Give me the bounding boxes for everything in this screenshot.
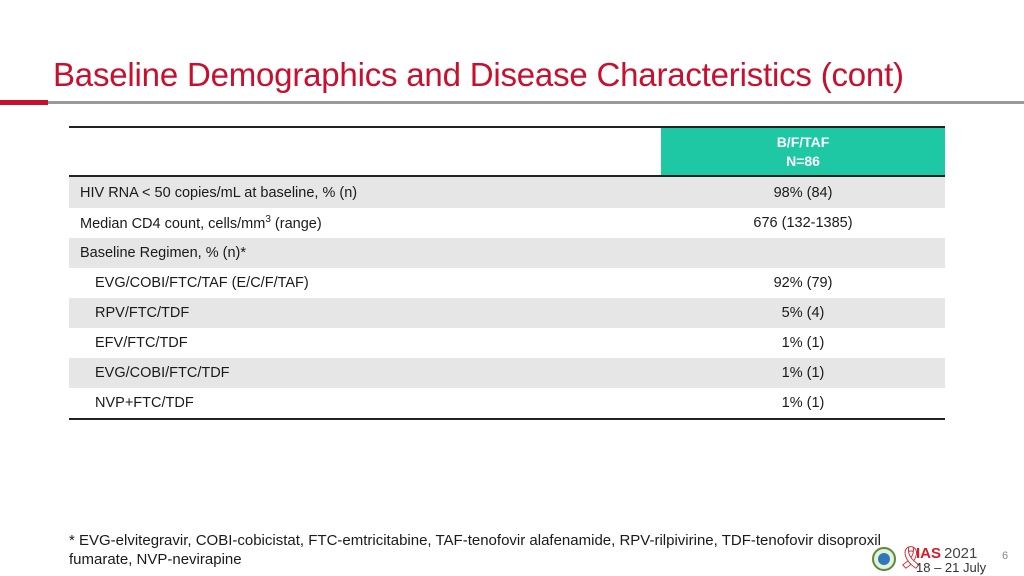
row-value: 676 (132-1385) [753,215,853,231]
header-n-label: N=86 [786,153,820,169]
globe-icon [872,547,896,571]
row-value: 98% (84) [773,184,833,201]
row-label: NVP+FTC/TDF [95,395,194,411]
row-label: Baseline Regimen, % (n)* [80,245,247,261]
row-label: EVG/COBI/FTC/TDF [95,365,230,381]
table-row: HIV RNA < 50 copies/mL at baseline, % (n… [69,177,945,208]
row-value: 1% (1) [781,335,825,351]
table-row: NVP+FTC/TDF 1% (1) [69,388,945,418]
table-row: Median CD4 count, cells/mm3 (range) 676 … [69,208,945,238]
logo-ias-text: IAS [916,545,942,562]
row-label: EVG/COBI/FTC/TAF (E/C/F/TAF) [95,275,309,291]
title-accent-rule [0,100,48,105]
row-label: RPV/FTC/TDF [95,305,190,321]
row-value: 1% (1) [781,395,825,411]
table-header-row: B/F/TAF N=86 [69,128,945,175]
row-value: 5% (4) [781,305,825,321]
logo-dates-text: 18 – 21 July [916,560,987,575]
table-row: EVG/COBI/FTC/TAF (E/C/F/TAF) 92% (79) [69,268,945,298]
title-divider-rule [48,101,1024,104]
header-cell-bftaf: B/F/TAF N=86 [661,128,945,175]
logo-year-text: 2021 [944,545,978,562]
header-bottom-border [69,175,945,177]
ribbon-icon: 🎗 [897,545,925,570]
page-number: 6 [1002,550,1009,562]
row-label: Median CD4 count, cells/mm3 (range) [80,214,322,232]
table-row: Baseline Regimen, % (n)* [69,238,945,268]
table-bottom-border [69,418,945,420]
row-label: EFV/FTC/TDF [95,335,188,351]
footnote: * EVG-elvitegravir, COBI-cobicistat, FTC… [69,532,881,568]
slide-title: Baseline Demographics and Disease Charac… [53,56,904,93]
table-top-border [69,126,945,128]
row-label: HIV RNA < 50 copies/mL at baseline, % (n… [80,184,358,201]
table-row: RPV/FTC/TDF 5% (4) [69,298,945,328]
table-row: EFV/FTC/TDF 1% (1) [69,328,945,358]
row-value: 92% (79) [773,275,833,291]
ias-2021-logo: 🎗 IAS 2021 18 – 21 July [870,545,986,575]
table-row: EVG/COBI/FTC/TDF 1% (1) [69,358,945,388]
row-value: 1% (1) [781,365,825,381]
header-group-label: B/F/TAF [776,134,830,150]
characteristics-table: B/F/TAF N=86 HIV RNA < 50 copies/mL at b… [69,126,945,420]
